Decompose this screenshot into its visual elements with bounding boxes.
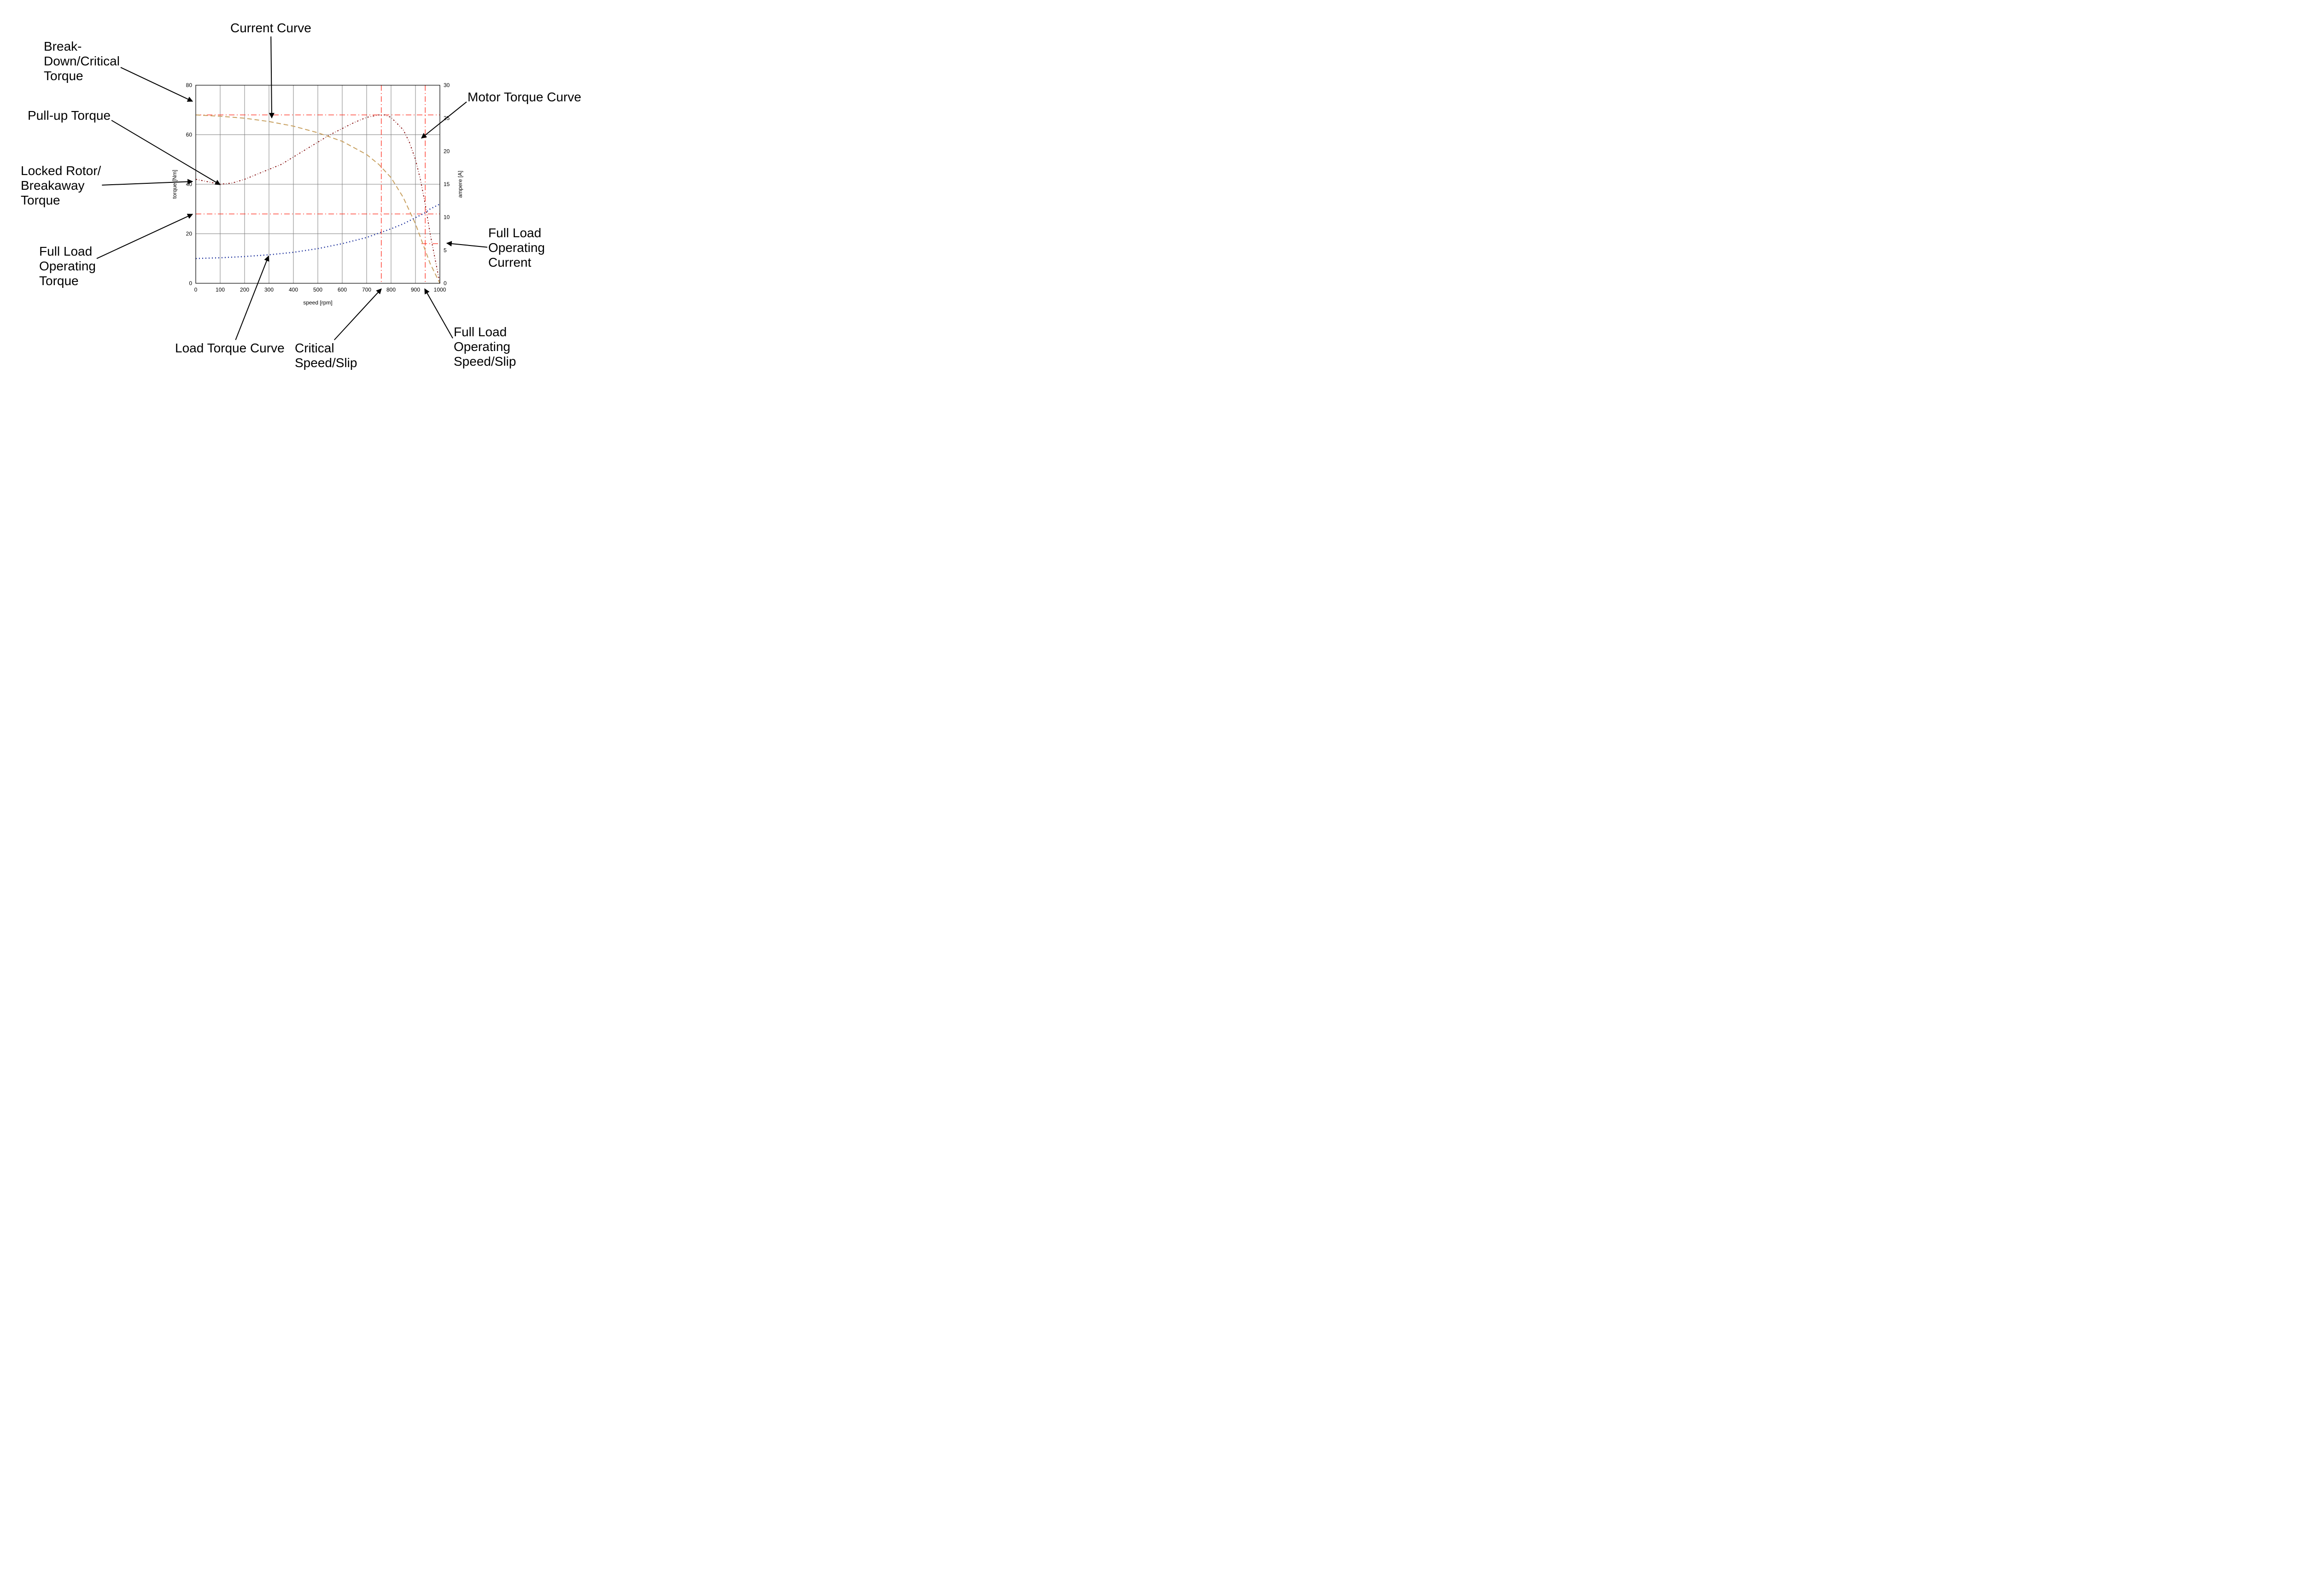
y-right-axis-label: ampere [A] [457,171,463,198]
annotation-arrow [447,243,487,247]
x-tick-label: 1000 [434,286,446,293]
x-tick-label: 600 [338,286,347,293]
x-tick-label: 400 [289,286,298,293]
y-right-tick-label: 20 [444,148,450,154]
x-tick-label: 800 [386,286,396,293]
annotation-full-load-current: Full Load Operating Current [488,226,545,270]
figure-container: 0100200300400500600700800900100002040608… [0,0,691,419]
y-right-tick-label: 0 [444,280,447,286]
annotation-motor-torque-curve: Motor Torque Curve [468,90,581,105]
annotation-arrow [334,289,381,340]
annotation-full-load-speed: Full Load Operating Speed/Slip [454,325,516,369]
annotation-current-curve: Current Curve [230,21,311,35]
annotation-arrow [102,181,193,185]
x-tick-label: 100 [216,286,225,293]
y-left-tick-label: 80 [186,82,193,88]
x-tick-label: 500 [313,286,322,293]
y-left-axis-label: torque [Nm] [171,170,178,199]
annotation-breakdown-torque: Break- Down/Critical Torque [44,39,120,84]
y-left-tick-label: 0 [189,280,192,286]
x-axis-label: speed [rpm] [303,299,332,306]
annotation-locked-rotor: Locked Rotor/ Breakaway Torque [21,164,101,208]
annotation-arrow [121,67,193,101]
x-tick-label: 0 [194,286,198,293]
x-tick-label: 300 [264,286,274,293]
annotation-pullup-torque: Pull-up Torque [28,108,111,123]
y-right-tick-label: 15 [444,181,450,187]
x-tick-label: 700 [362,286,371,293]
annotation-arrow [97,214,193,258]
annotation-critical-speed: Critical Speed/Slip [295,341,357,370]
y-right-tick-label: 10 [444,214,450,221]
y-left-tick-label: 60 [186,132,193,138]
annotation-full-load-torque: Full Load Operating Torque [39,244,96,289]
x-tick-label: 900 [411,286,420,293]
x-tick-label: 200 [240,286,249,293]
annotation-arrow [425,289,453,338]
y-left-tick-label: 20 [186,231,193,237]
y-right-tick-label: 30 [444,82,450,88]
y-right-tick-label: 5 [444,247,447,253]
annotation-load-torque-curve: Load Torque Curve [175,341,285,356]
